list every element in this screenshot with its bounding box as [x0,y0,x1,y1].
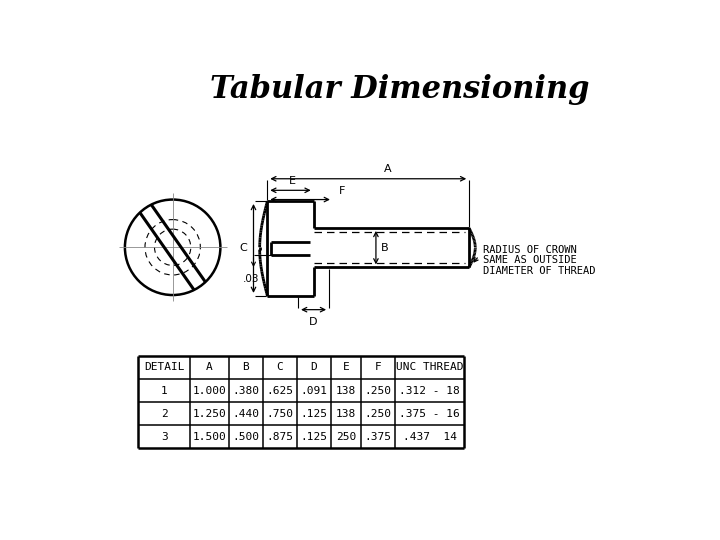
Text: .440: .440 [233,409,259,419]
Text: .875: .875 [266,431,293,442]
Text: 1.500: 1.500 [193,431,227,442]
Text: A: A [384,164,391,174]
Text: .437  14: .437 14 [402,431,456,442]
Text: B: B [243,362,249,373]
Text: F: F [375,362,382,373]
Text: .250: .250 [365,409,392,419]
Text: 2: 2 [161,409,168,419]
Text: .125: .125 [300,431,327,442]
Text: 1.000: 1.000 [193,386,227,395]
Text: E: E [289,176,296,186]
Text: F: F [339,186,346,195]
Text: RADIUS OF CROWN: RADIUS OF CROWN [483,245,577,254]
Text: .03: .03 [243,274,259,284]
Text: SAME AS OUTSIDE: SAME AS OUTSIDE [483,255,577,265]
Text: 3: 3 [161,431,168,442]
Text: 138: 138 [336,409,356,419]
Text: D: D [310,318,318,327]
Text: UNC THREAD: UNC THREAD [396,362,464,373]
Text: B: B [381,242,388,253]
Text: C: C [276,362,283,373]
Text: .312 - 18: .312 - 18 [400,386,460,395]
Text: 250: 250 [336,431,356,442]
Text: 1.250: 1.250 [193,409,227,419]
Text: .375: .375 [365,431,392,442]
Text: DETAIL: DETAIL [144,362,184,373]
Text: .750: .750 [266,409,293,419]
Text: .250: .250 [365,386,392,395]
Text: E: E [343,362,349,373]
Text: .125: .125 [300,409,327,419]
Text: C: C [240,244,248,253]
Text: .500: .500 [233,431,259,442]
Text: .380: .380 [233,386,259,395]
Text: Tabular Dimensioning: Tabular Dimensioning [210,74,590,105]
Text: D: D [310,362,317,373]
Text: .625: .625 [266,386,293,395]
Text: 138: 138 [336,386,356,395]
Text: .375 - 16: .375 - 16 [400,409,460,419]
Text: 1: 1 [161,386,168,395]
Text: A: A [206,362,213,373]
Text: DIAMETER OF THREAD: DIAMETER OF THREAD [483,266,595,276]
Text: .091: .091 [300,386,327,395]
